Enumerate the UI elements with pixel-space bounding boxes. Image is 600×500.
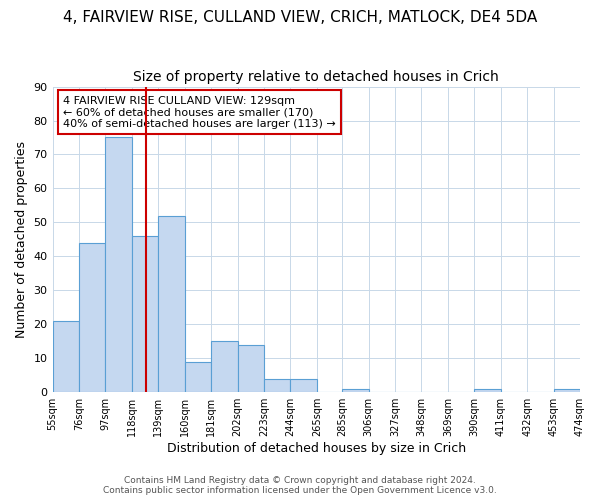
Y-axis label: Number of detached properties: Number of detached properties <box>15 141 28 338</box>
Bar <box>53 321 79 392</box>
Bar <box>290 378 317 392</box>
Bar <box>264 378 290 392</box>
Text: 4 FAIRVIEW RISE CULLAND VIEW: 129sqm
← 60% of detached houses are smaller (170)
: 4 FAIRVIEW RISE CULLAND VIEW: 129sqm ← 6… <box>63 96 336 129</box>
Text: Contains HM Land Registry data © Crown copyright and database right 2024.
Contai: Contains HM Land Registry data © Crown c… <box>103 476 497 495</box>
Bar <box>474 389 500 392</box>
Bar <box>554 389 580 392</box>
Bar <box>158 216 185 392</box>
Bar <box>185 362 211 392</box>
Bar <box>211 342 238 392</box>
Bar <box>342 389 368 392</box>
Bar <box>79 243 106 392</box>
Bar <box>132 236 158 392</box>
X-axis label: Distribution of detached houses by size in Crich: Distribution of detached houses by size … <box>167 442 466 455</box>
Title: Size of property relative to detached houses in Crich: Size of property relative to detached ho… <box>133 70 499 84</box>
Bar <box>238 344 264 392</box>
Bar <box>106 138 132 392</box>
Text: 4, FAIRVIEW RISE, CULLAND VIEW, CRICH, MATLOCK, DE4 5DA: 4, FAIRVIEW RISE, CULLAND VIEW, CRICH, M… <box>63 10 537 25</box>
